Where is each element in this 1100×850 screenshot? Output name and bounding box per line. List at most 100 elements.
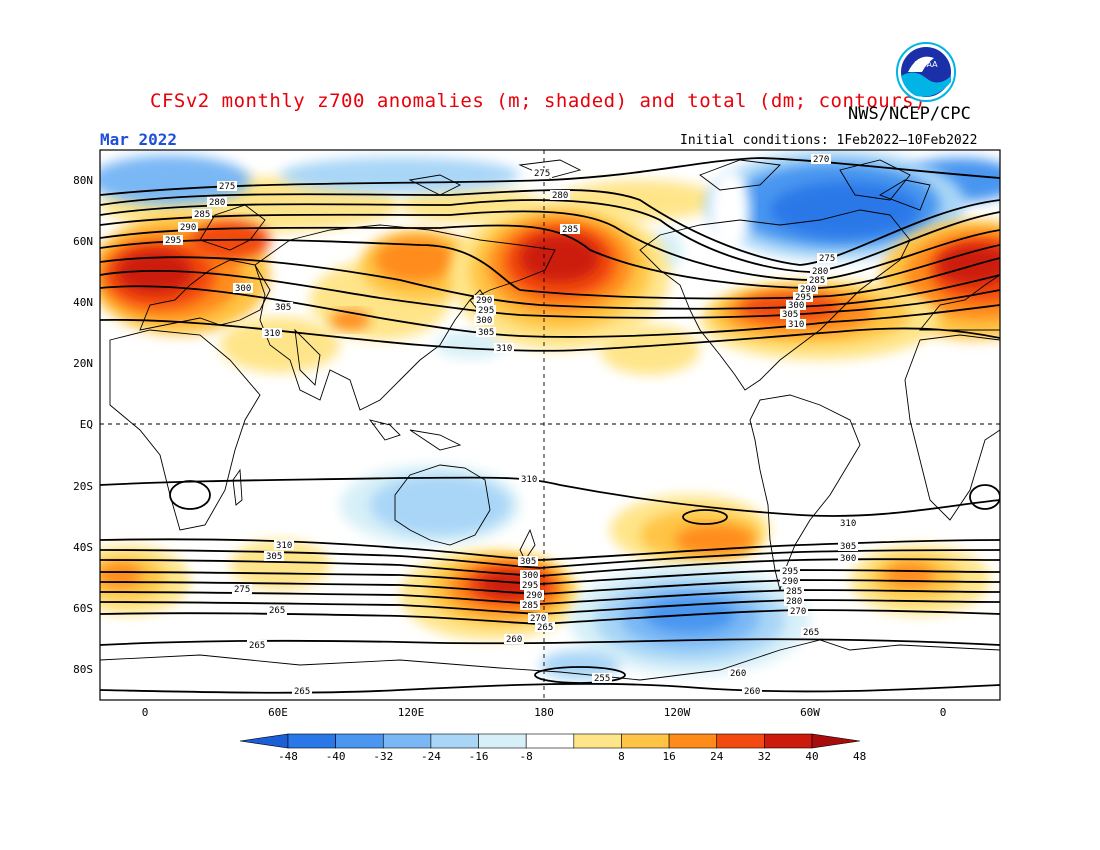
map-title: CFSv2 monthly z700 anomalies (m; shaded)…: [150, 90, 927, 112]
contour-label: 300: [788, 301, 804, 311]
colorbar-label: 16: [662, 750, 675, 763]
contour-label: 305: [782, 310, 798, 320]
contour-label: 300: [522, 571, 538, 581]
lat-label: 40S: [73, 541, 93, 554]
logo-text: NOAA: [914, 60, 938, 69]
contour-label: 305: [266, 552, 282, 562]
contour-label: 285: [194, 210, 210, 220]
colorbar-label: -16: [469, 750, 489, 763]
plot-frame: [99, 149, 1001, 701]
contour-labels: 275 275 270 280 280 285 285 290 295 300 …: [163, 154, 858, 697]
lat-label: 40N: [73, 296, 93, 309]
contour-label: 270: [813, 155, 829, 165]
contour-label: 295: [522, 581, 538, 591]
anomaly-shading: [100, 150, 1000, 680]
contour-label: 260: [506, 635, 522, 645]
contour-label: 260: [730, 669, 746, 679]
lat-label: 20N: [73, 357, 93, 370]
contour-label: 285: [809, 276, 825, 286]
contour-label: 305: [520, 557, 536, 567]
contour-label: 310: [840, 519, 856, 529]
lat-label: 60N: [73, 235, 93, 248]
colorbar-swatch: [716, 733, 765, 749]
colorbar-label: -32: [373, 750, 393, 763]
contour-label: 305: [840, 542, 856, 552]
contour-label: 310: [521, 475, 537, 485]
lon-label: 180: [534, 706, 554, 719]
lon-label: 120W: [664, 706, 691, 719]
colorbar-label: 32: [758, 750, 771, 763]
contour-label: 265: [294, 687, 310, 697]
contour-label: 310: [264, 329, 280, 339]
forecast-month: Mar 2022: [100, 130, 178, 149]
colorbar-swatch: [621, 733, 670, 749]
contour-label: 280: [786, 597, 802, 607]
contour-label: 280: [209, 198, 225, 208]
contour-label: 265: [803, 628, 819, 638]
contour-label: 300: [476, 316, 492, 326]
lat-axis: 80N 60N 40N 20N EQ 20S 40S 60S 80S: [73, 174, 93, 676]
colorbar-label: 24: [710, 750, 724, 763]
initial-conditions: Initial conditions: 1Feb2022–10Feb2022: [680, 133, 978, 148]
contour-label: 305: [275, 303, 291, 313]
lon-label: 0: [142, 706, 149, 719]
contour-label: 300: [840, 554, 856, 564]
lon-label: 120E: [398, 706, 425, 719]
contour-label: 290: [476, 296, 492, 306]
contour-label: 300: [235, 284, 251, 294]
colorbar-label: -48: [278, 750, 298, 763]
lon-label: 60E: [268, 706, 288, 719]
contour-label: 290: [526, 591, 542, 601]
contour-label: 275: [819, 254, 835, 264]
colorbar-swatch: [764, 733, 813, 749]
contour-label: 275: [534, 169, 550, 179]
lon-label: 0: [940, 706, 947, 719]
agency-label: NWS/NCEP/CPC: [848, 104, 971, 124]
grid-lines: [100, 150, 1000, 700]
contour-label: 295: [478, 306, 494, 316]
lat-label: 20S: [73, 480, 93, 493]
colorbar-arrow-low: [239, 733, 289, 749]
lat-label: 80N: [73, 174, 93, 187]
colorbar-label: -8: [520, 750, 533, 763]
contour-label: 275: [234, 585, 250, 595]
lat-label: EQ: [80, 418, 93, 431]
contour-label: 310: [496, 344, 512, 354]
contour-label: 295: [782, 567, 798, 577]
contour-label: 260: [744, 687, 760, 697]
colorbar-swatch: [382, 733, 432, 749]
contour-label: 295: [795, 293, 811, 303]
contour-label: 265: [249, 641, 265, 651]
colorbar-swatch: [478, 733, 527, 749]
colorbar-label: 8: [618, 750, 625, 763]
contour-label: 280: [812, 267, 828, 277]
contour-label: 275: [219, 182, 235, 192]
lon-label: 60W: [800, 706, 820, 719]
colorbar-label: -40: [326, 750, 346, 763]
contour-label: 295: [165, 236, 181, 246]
colorbar-label: 48: [853, 750, 866, 763]
contour-label: 270: [790, 607, 806, 617]
lon-axis: 0 60E 120E 180 120W 60W 0: [142, 706, 947, 719]
contour-label: 310: [276, 541, 292, 551]
colorbar-swatch: [335, 733, 384, 749]
noaa-logo: NOAA: [896, 42, 956, 102]
contour-label: 280: [552, 191, 568, 201]
lat-label: 80S: [73, 663, 93, 676]
colorbar-swatch: [573, 733, 622, 749]
contour-label: 285: [786, 587, 802, 597]
lat-label: 60S: [73, 602, 93, 615]
colorbar-swatch: [287, 733, 336, 749]
contour-label: 270: [530, 614, 546, 624]
colorbar-swatch: [430, 733, 479, 749]
colorbar-swatch: [668, 733, 718, 749]
colorbar-swatch: [525, 733, 575, 749]
contour-label: 290: [782, 577, 798, 587]
contour-label: 255: [594, 674, 610, 684]
contour-label: 265: [269, 606, 285, 616]
contour-label: 290: [800, 285, 816, 295]
contour-label: 285: [562, 225, 578, 235]
contour-label: 285: [522, 601, 538, 611]
contour-label: 305: [478, 328, 494, 338]
